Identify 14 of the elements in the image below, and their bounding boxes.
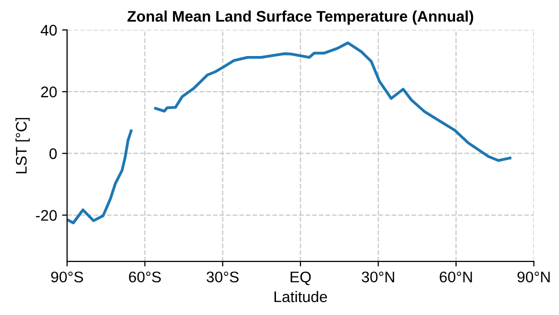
y-tick-label: 40: [40, 24, 57, 36]
x-tick-label: 30°N: [362, 272, 394, 282]
y-tick-label: -20: [36, 210, 57, 221]
x-tick-label: 90°N: [517, 272, 550, 282]
x-tick-label: 60°N: [440, 272, 472, 282]
x-tick-label: EQ: [290, 272, 311, 286]
chart-title: Zonal Mean Land Surface Temperature (Annual): [127, 10, 474, 25]
x-axis-title: Latitude: [274, 290, 327, 302]
y-tick-label: 0: [49, 148, 57, 160]
x-tick-label: 90°S: [51, 272, 84, 282]
x-tick-label: 30°S: [206, 272, 239, 282]
x-tick-label: 60°S: [129, 272, 161, 282]
y-axis-title: LST [°C]: [15, 118, 30, 174]
y-tick-label: 20: [41, 86, 57, 98]
